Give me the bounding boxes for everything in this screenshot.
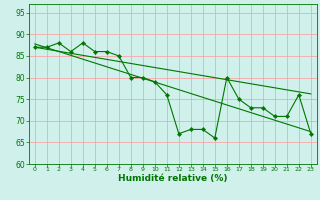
X-axis label: Humidité relative (%): Humidité relative (%)	[118, 174, 228, 183]
